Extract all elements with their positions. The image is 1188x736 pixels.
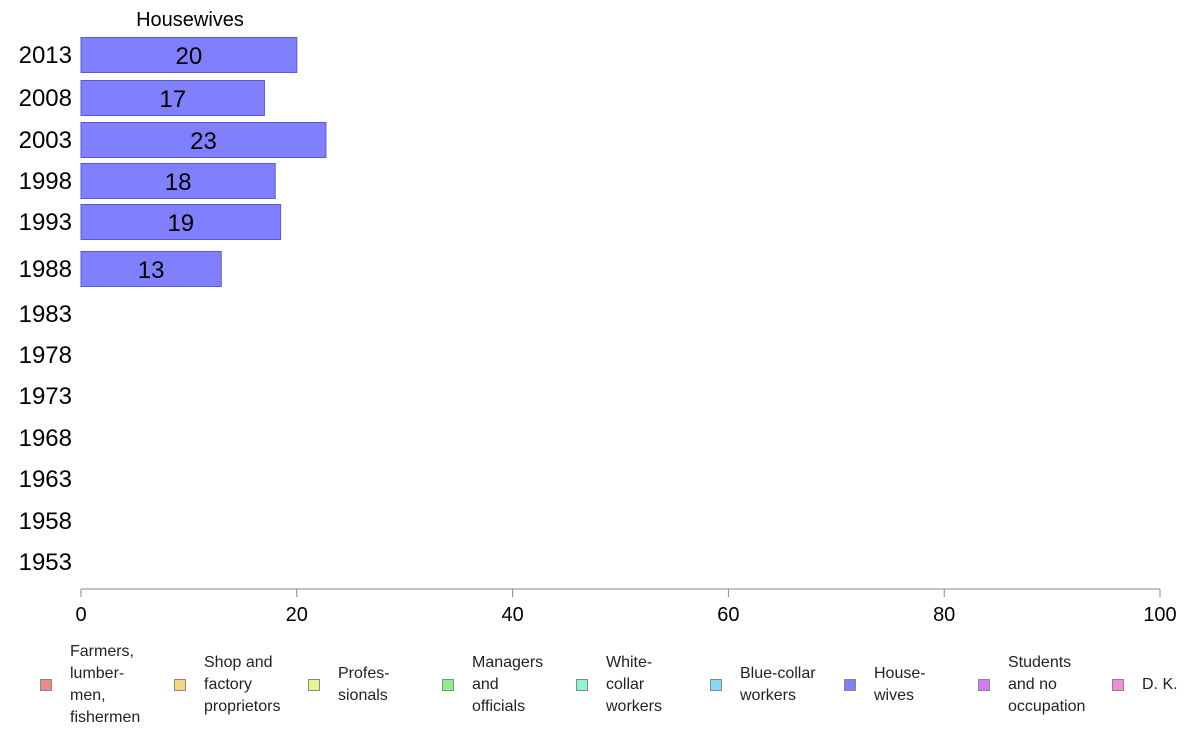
legend-item: White- collar workers	[576, 640, 662, 730]
legend-label: Blue-collar workers	[740, 665, 816, 704]
legend-item: Blue-collar workers	[710, 640, 816, 730]
x-tick-label: 80	[933, 604, 955, 626]
legend-item: House- wives	[844, 640, 926, 730]
x-tick-label: 0	[75, 604, 86, 626]
bar-value-label: 13	[138, 257, 165, 284]
year-label: 1988	[19, 256, 72, 283]
legend-swatch	[308, 679, 320, 691]
bar-value-label: 18	[165, 169, 192, 196]
legend-label: D. K.	[1142, 676, 1178, 693]
legend-swatch	[442, 679, 454, 691]
legend-item: Managers and officials	[442, 640, 543, 730]
year-labels: 2013 2008 2003 1998 1993 1988 1983 1978 1973 1968…	[19, 42, 72, 576]
year-label: 1998	[19, 168, 72, 195]
year-label: 2008	[19, 85, 72, 112]
legend-swatch	[40, 679, 52, 691]
legend-item: Profes- sionals	[308, 640, 390, 730]
legend-swatch	[710, 679, 722, 691]
year-label: 2003	[19, 127, 72, 154]
x-tick-label: 100	[1143, 604, 1176, 626]
year-label: 1958	[19, 508, 72, 535]
year-label: 1973	[19, 383, 72, 410]
bar-housewives	[80, 204, 282, 240]
bar-value-label: 23	[190, 128, 217, 155]
year-label: 1978	[19, 342, 72, 369]
x-tick-label: 60	[717, 604, 739, 626]
legend-label: Profes- sionals	[338, 665, 390, 704]
x-axis: 0 20 40 60 80 100	[75, 588, 1177, 626]
x-tick-label: 40	[501, 604, 523, 626]
year-label: 1993	[19, 209, 72, 236]
legend-swatch	[978, 679, 990, 691]
legend: Farmers, lumber- men, fishermen Shop and …	[0, 640, 1188, 730]
legend-label: Students and no occupation	[1008, 654, 1086, 715]
year-label: 1968	[19, 425, 72, 452]
legend-swatch	[1112, 679, 1124, 691]
year-label: 1953	[19, 549, 72, 576]
legend-item: Shop and factory proprietors	[174, 640, 280, 730]
legend-swatch	[174, 679, 186, 691]
panel-title: Housewives	[136, 9, 244, 31]
legend-label: House- wives	[874, 665, 926, 704]
legend-label: Shop and factory proprietors	[204, 654, 281, 715]
legend-item: Farmers, lumber- men, fishermen	[40, 640, 140, 730]
legend-item: Students and no occupation	[978, 640, 1085, 730]
legend-item: D. K.	[1112, 640, 1178, 730]
x-tick-label: 20	[286, 604, 308, 626]
bar-housewives	[80, 163, 276, 199]
bar-value-label: 19	[167, 210, 194, 237]
bar-housewives	[80, 37, 298, 73]
bar-value-label: 17	[159, 86, 186, 113]
year-label: 1983	[19, 301, 72, 328]
legend-label: White- collar workers	[606, 654, 663, 715]
bar-housewives	[80, 122, 327, 158]
year-label: 2013	[19, 42, 72, 69]
bar-value-label: 20	[176, 43, 203, 70]
legend-swatch	[576, 679, 588, 691]
bar-housewives	[80, 80, 265, 116]
year-label: 1963	[19, 466, 72, 493]
legend-label: Farmers, lumber- men, fishermen	[70, 643, 141, 726]
legend-label: Managers and officials	[472, 654, 544, 715]
bar-housewives	[80, 251, 222, 287]
legend-swatch	[844, 679, 856, 691]
